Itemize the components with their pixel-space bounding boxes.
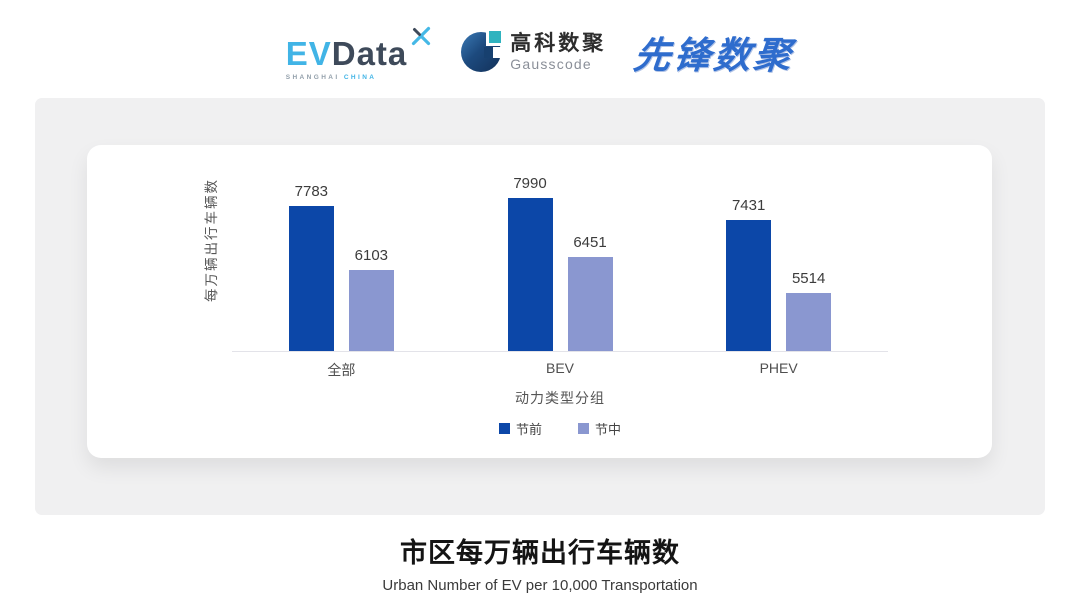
- evdata-data-text: Data: [331, 34, 408, 72]
- x-axis-title: 动力类型分组: [515, 390, 605, 406]
- evdata-spark-icon: [409, 24, 433, 52]
- evdata-wordmark: EV Data: [286, 24, 434, 70]
- evdata-subtitle: SHANGHAI CHINA: [286, 74, 434, 81]
- figure-title: 市区每万辆出行车辆数: [400, 538, 680, 568]
- chart-legend: 节前 节中: [232, 419, 888, 438]
- gausscode-cn-name: 高科数聚: [510, 31, 607, 55]
- chart-card: 每万辆出行车辆数 7783 6103 全部 7990 6451 BEV 7431 5514 PH…: [87, 145, 992, 458]
- figure-subtitle: Urban Number of EV per 10,000 Transporta…: [382, 577, 698, 594]
- legend-swatch-icon: [578, 423, 589, 434]
- bar-value-label: 5514: [791, 270, 826, 287]
- legend-swatch-icon: [498, 423, 510, 434]
- pioneer-logo: 先锋数聚: [631, 35, 797, 76]
- legend-label: 节前: [515, 422, 542, 437]
- legend-item-节中: 节中: [578, 419, 621, 438]
- gausscode-en-name: Gausscode: [510, 55, 592, 72]
- legend-item-节前: 节前: [498, 419, 542, 438]
- bar-value-label: 6451: [573, 234, 607, 251]
- bar-节前-全部: [288, 206, 334, 351]
- evdata-subtitle-shanghai: SHANGHAI: [285, 73, 340, 81]
- x-tick-label: 全部: [327, 362, 356, 378]
- legend-label: 节中: [595, 422, 622, 437]
- bar-value-label: 7431: [731, 197, 766, 214]
- y-axis-label: 每万辆出行车辆数: [204, 178, 219, 302]
- plot-area: 7783 6103 全部 7990 6451 BEV 7431 5514 PHEV: [232, 155, 888, 378]
- brand-header: EV Data SHANGHAI CHINA 高科数聚 Gausscode: [0, 20, 1080, 84]
- x-axis-line: [232, 351, 888, 352]
- x-tick-label: PHEV: [759, 360, 798, 376]
- gausscode-g-icon: [461, 31, 503, 72]
- chart-panel: 每万辆出行车辆数 7783 6103 全部 7990 6451 BEV 7431 5514 PH…: [35, 98, 1045, 515]
- gausscode-logo: 高科数聚 Gausscode: [461, 31, 607, 72]
- bar-value-label: 7990: [513, 175, 547, 192]
- bar-节前-BEV: [507, 198, 553, 351]
- x-tick-label: BEV: [545, 360, 574, 376]
- bar-value-label: 6103: [354, 247, 389, 264]
- bar-节中-全部: [348, 270, 394, 351]
- bar-value-label: 7783: [294, 183, 329, 200]
- evdata-subtitle-china: CHINA: [343, 73, 377, 81]
- bar-节中-PHEV: [786, 293, 832, 351]
- figure-caption: 市区每万辆出行车辆数 Urban Number of EV per 10,000…: [0, 531, 1080, 594]
- bar-节中-BEV: [567, 257, 613, 351]
- evdata-ev-text: EV: [285, 34, 332, 72]
- bar-节前-PHEV: [726, 220, 772, 351]
- evdata-logo: EV Data SHANGHAI CHINA: [286, 24, 434, 81]
